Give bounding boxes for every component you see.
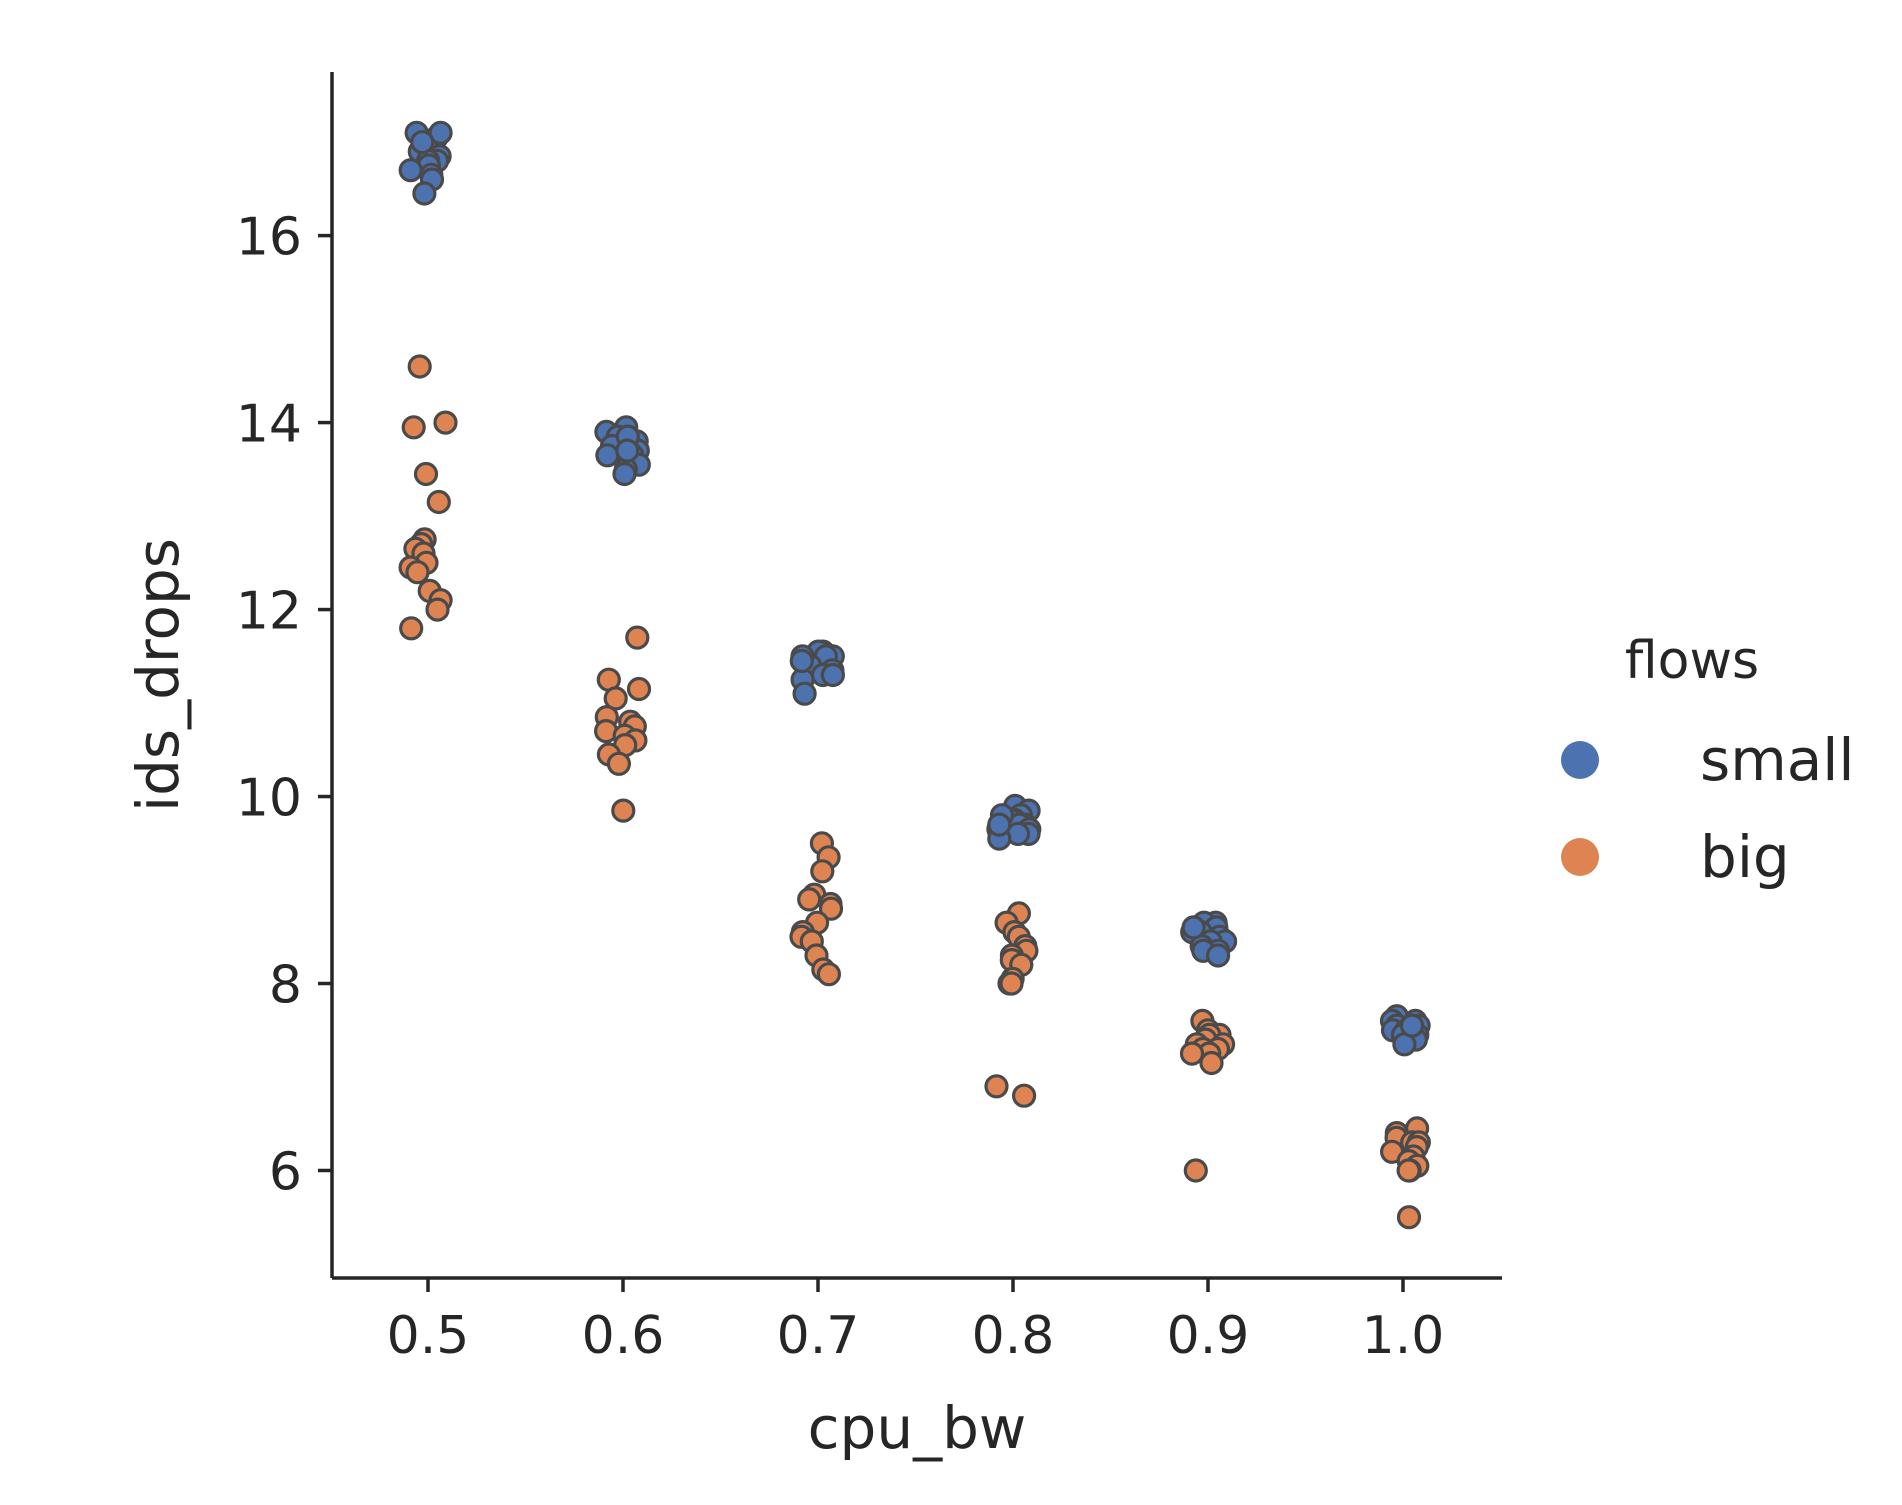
legend-items: small big [1561, 726, 1855, 891]
small-data-point [987, 812, 1012, 837]
small-data-point [410, 130, 435, 155]
y-tick-label: 16 [236, 208, 302, 268]
big-data-point [625, 625, 650, 650]
small-data-point [789, 648, 814, 674]
y-tick-label: 6 [269, 1142, 302, 1202]
big-data-point [399, 616, 424, 641]
big-data-point [603, 686, 628, 711]
big-data-point [606, 751, 632, 776]
big-data-point [1011, 1083, 1037, 1108]
small-data-point [615, 438, 640, 463]
small-data-point [1205, 943, 1231, 968]
small-legend-marker [1561, 741, 1599, 779]
big-data-point [1179, 1041, 1205, 1066]
x-axis-ticks: 0.5 0.6 0.7 0.8 0.9 1.0 [387, 1278, 1445, 1366]
small-data-point [820, 662, 846, 688]
big-data-point [413, 461, 439, 487]
big-data-point [611, 798, 636, 823]
axes: 6 8 10 12 14 16 0.5 0.6 0.7 0.8 0.9 1.0 cpu_bw ids… [124, 72, 1502, 1462]
small-legend-label: small [1700, 726, 1855, 794]
big-legend-label: big [1700, 823, 1790, 891]
big-data-point [984, 1074, 1009, 1099]
big-data-point [810, 859, 835, 884]
big-data-point [816, 962, 842, 987]
small-data-point [1399, 1013, 1425, 1038]
x-axis-title: cpu_bw [808, 1394, 1027, 1462]
x-tick-label: 0.7 [777, 1306, 860, 1366]
big-data-point [626, 676, 652, 702]
big-data-point [405, 560, 430, 585]
y-tick-label: 8 [269, 956, 302, 1016]
small-data-point [428, 120, 453, 145]
small-data-point [792, 681, 817, 706]
small-data-point [398, 158, 423, 183]
small-data-point [612, 461, 637, 487]
data-points [398, 120, 1431, 1230]
x-tick-label: 0.9 [1167, 1306, 1250, 1366]
big-data-point [1396, 1158, 1421, 1183]
y-axis-title: ids_drops [124, 538, 192, 812]
x-tick-label: 0.8 [972, 1306, 1055, 1366]
legend-title: flows [1625, 631, 1759, 691]
small-data-point [412, 181, 437, 206]
x-tick-label: 0.5 [387, 1306, 470, 1366]
big-data-point [401, 415, 426, 440]
small-data-point [1181, 915, 1206, 940]
big-data-point [425, 597, 450, 622]
big-data-point [407, 354, 432, 379]
y-axis-ticks: 6 8 10 12 14 16 [236, 208, 332, 1202]
big-data-point [818, 896, 844, 921]
legend: flows small big [1561, 631, 1855, 891]
big-legend-marker [1561, 838, 1599, 876]
big-data-point [1183, 1158, 1208, 1183]
x-tick-label: 1.0 [1362, 1306, 1445, 1366]
big-data-point [433, 410, 458, 435]
y-tick-label: 10 [236, 769, 302, 829]
y-tick-label: 14 [236, 395, 302, 455]
big-data-point [426, 489, 451, 515]
big-data-point [1199, 1050, 1224, 1076]
big-data-point [1396, 1205, 1422, 1230]
x-tick-label: 0.6 [582, 1306, 665, 1366]
y-tick-label: 12 [236, 582, 302, 642]
big-data-point [999, 971, 1024, 996]
big-data-point [797, 887, 822, 912]
small-data-point [595, 443, 620, 468]
